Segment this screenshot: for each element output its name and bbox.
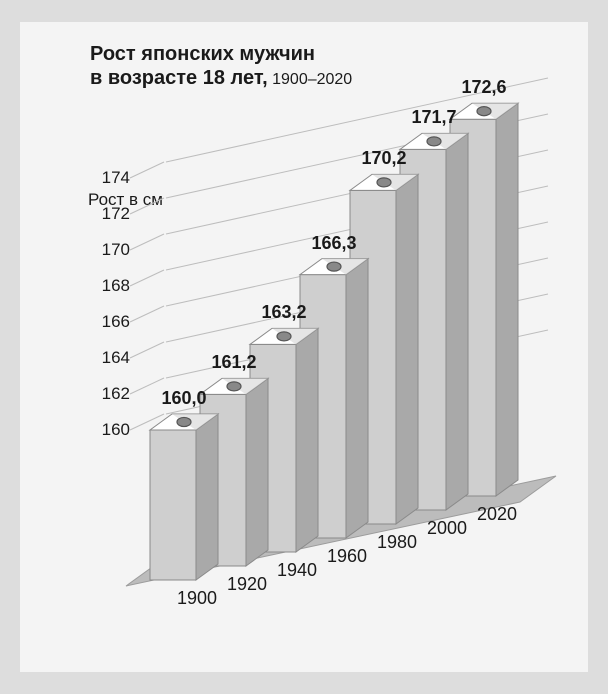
bar-side: [296, 328, 318, 552]
y-tick-label: 170: [0, 240, 130, 260]
bar-value-label: 163,2: [244, 302, 324, 323]
bar-cap-hole: [327, 262, 341, 271]
bar-side: [246, 378, 268, 566]
bar-cap-hole: [277, 332, 291, 341]
bar-side: [396, 174, 418, 524]
bar-front: [150, 430, 196, 580]
bar-value-label: 160,0: [144, 388, 224, 409]
bar-side: [446, 133, 468, 510]
page-root: Рост японских мужчин в возрасте 18 лет, …: [0, 0, 608, 694]
bar-cap-hole: [377, 178, 391, 187]
bar-cap-hole: [477, 107, 491, 116]
y-tick-label: 160: [0, 420, 130, 440]
y-tick-label: 162: [0, 384, 130, 404]
bar-side: [346, 259, 368, 538]
y-tick-label: 168: [0, 276, 130, 296]
bar-side: [496, 103, 518, 496]
bar-cap-hole: [177, 417, 191, 426]
bar-value-label: 166,3: [294, 233, 374, 254]
bar-side: [196, 414, 218, 580]
bar-value-label: 172,6: [444, 77, 524, 98]
bar-cap-hole: [427, 137, 441, 146]
chart-svg: [0, 0, 608, 694]
y-tick-label: 166: [0, 312, 130, 332]
x-category-label: 2020: [464, 504, 530, 525]
bar-cap-hole: [227, 382, 241, 391]
bar-value-label: 170,2: [344, 148, 424, 169]
y-tick-label: 172: [0, 204, 130, 224]
y-tick-label: 164: [0, 348, 130, 368]
bar-value-label: 161,2: [194, 352, 274, 373]
bar-value-label: 171,7: [394, 107, 474, 128]
y-tick-label: 174: [0, 168, 130, 188]
